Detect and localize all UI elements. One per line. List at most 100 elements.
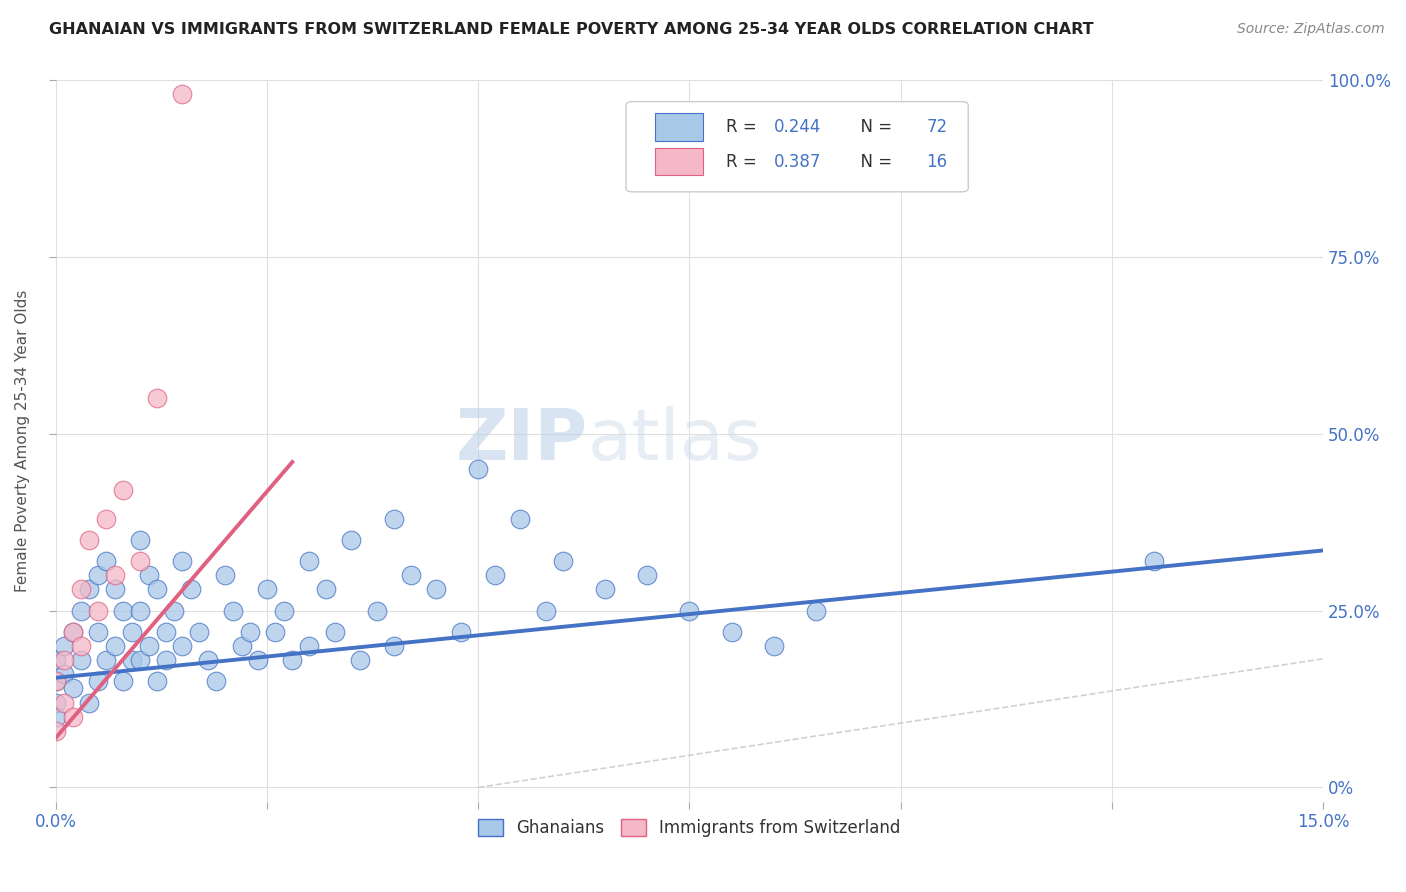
Point [425,582,447,597]
Point [121,624,143,639]
Point [70,582,93,597]
Point [509,511,531,525]
Point [551,554,574,568]
Point [298,554,321,568]
Point [382,639,405,653]
Text: N =: N = [851,118,898,136]
Point [205,674,228,689]
Legend: Ghanaians, Immigrants from Switzerland: Ghanaians, Immigrants from Switzerland [471,813,907,844]
Point [163,603,186,617]
Point [281,653,304,667]
Point [129,653,152,667]
Point [534,603,557,617]
Point [323,624,346,639]
Point [129,603,152,617]
Point [172,87,194,102]
Point [349,653,371,667]
Point [53,667,76,681]
Point [450,624,472,639]
Point [45,674,67,689]
FancyBboxPatch shape [626,102,969,192]
Text: GHANAIAN VS IMMIGRANTS FROM SWITZERLAND FEMALE POVERTY AMONG 25-34 YEAR OLDS COR: GHANAIAN VS IMMIGRANTS FROM SWITZERLAND … [49,22,1094,37]
Point [96,511,118,525]
Point [484,568,506,582]
Point [129,533,152,547]
Point [112,603,135,617]
Point [79,533,101,547]
Text: 0.244: 0.244 [775,118,821,136]
Text: R =: R = [725,153,762,170]
Point [247,653,270,667]
Point [45,723,67,738]
Point [70,603,93,617]
Point [138,639,160,653]
Point [138,568,160,582]
Point [45,709,67,723]
Point [87,624,110,639]
Point [197,653,219,667]
Point [129,554,152,568]
Point [70,653,93,667]
Point [62,624,84,639]
Point [273,603,295,617]
Point [53,653,76,667]
Point [366,603,388,617]
Point [87,603,110,617]
Point [112,674,135,689]
Text: ZIP: ZIP [456,406,588,475]
Point [146,392,169,406]
Point [79,582,101,597]
Point [315,582,337,597]
Point [104,582,127,597]
FancyBboxPatch shape [655,113,703,141]
Point [146,582,169,597]
Point [172,554,194,568]
Point [340,533,363,547]
Text: 16: 16 [927,153,948,170]
Text: atlas: atlas [588,406,762,475]
Point [399,568,422,582]
Point [298,639,321,653]
Point [239,624,262,639]
Point [96,653,118,667]
Point [188,624,211,639]
Point [62,624,84,639]
FancyBboxPatch shape [655,148,703,175]
Text: R =: R = [725,118,762,136]
Point [70,639,93,653]
Point [214,568,236,582]
Point [45,696,67,710]
Point [222,603,245,617]
Point [762,639,785,653]
Point [172,639,194,653]
Text: 72: 72 [927,118,948,136]
Point [264,624,287,639]
Point [804,603,827,617]
Text: Source: ZipAtlas.com: Source: ZipAtlas.com [1237,22,1385,37]
Point [112,483,135,498]
Point [104,568,127,582]
Point [382,511,405,525]
Point [256,582,278,597]
Point [593,582,616,597]
Point [53,639,76,653]
Point [155,653,177,667]
Text: N =: N = [851,153,898,170]
Point [636,568,658,582]
Point [79,696,101,710]
Point [121,653,143,667]
Point [155,624,177,639]
Point [62,681,84,696]
Text: 0.387: 0.387 [775,153,821,170]
Point [87,674,110,689]
Point [146,674,169,689]
Point [62,709,84,723]
Point [104,639,127,653]
Point [96,554,118,568]
Point [720,624,742,639]
Point [1143,554,1166,568]
Point [678,603,700,617]
Point [45,674,67,689]
Point [53,696,76,710]
Point [45,653,67,667]
